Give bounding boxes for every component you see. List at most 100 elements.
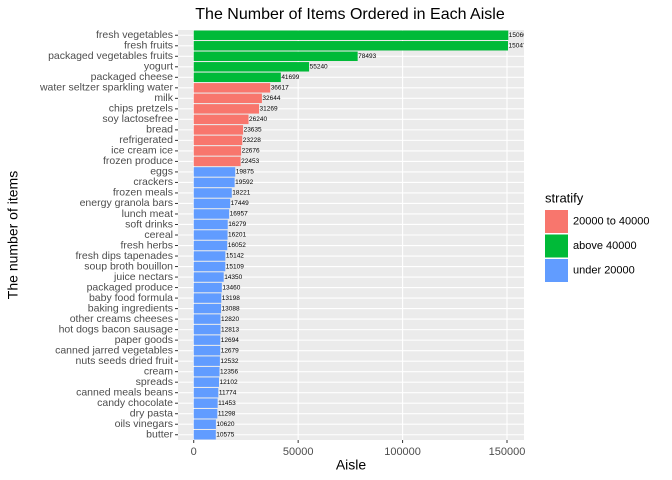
- bar: [193, 177, 235, 188]
- legend: stratify 20000 to 40000 above 40000 under …: [545, 190, 649, 282]
- value-label: 13198: [222, 295, 240, 302]
- y-tick-label: hot dogs bacon sausage: [59, 323, 174, 335]
- bar: [193, 51, 358, 62]
- value-label: 19592: [235, 179, 253, 186]
- y-tick-label: ice cream ice: [111, 145, 173, 157]
- y-tick-label: bread: [146, 124, 173, 136]
- y-tick-label: baking ingredients: [88, 302, 173, 314]
- bar: [193, 219, 228, 230]
- y-tick-label: packaged cheese: [91, 71, 173, 83]
- value-label: 22453: [241, 158, 259, 165]
- bar: [193, 188, 232, 198]
- bar: [193, 282, 222, 293]
- y-tick-label: canned meals beans: [76, 386, 173, 398]
- y-tick-label: fresh dips tapenades: [76, 250, 173, 262]
- y-tick-label: packaged produce: [87, 281, 174, 293]
- bar: [193, 377, 220, 387]
- bar: [193, 251, 226, 261]
- value-label: 41699: [281, 74, 299, 81]
- bar: [193, 345, 221, 356]
- value-label: 11453: [218, 400, 236, 407]
- value-label: 23228: [243, 137, 261, 144]
- y-tick-label: soup broth bouillon: [84, 260, 173, 272]
- value-label: 12532: [220, 358, 238, 365]
- bar: [193, 398, 218, 408]
- bar: [193, 146, 242, 156]
- value-label: 12694: [221, 337, 239, 344]
- legend-key: [545, 210, 568, 233]
- y-tick-label: oils vinegars: [115, 418, 173, 430]
- bar: [193, 114, 249, 125]
- value-label: 12813: [221, 326, 239, 333]
- value-label: 32644: [262, 95, 280, 102]
- bar: [193, 356, 220, 366]
- value-label: 150609: [509, 32, 531, 39]
- bar: [193, 30, 509, 40]
- value-label: 10620: [216, 421, 234, 428]
- chart-title: The Number of Items Ordered in Each Aisl…: [195, 6, 505, 23]
- y-tick-label: cream: [144, 365, 173, 377]
- value-label: 17449: [231, 200, 249, 207]
- y-axis-label: The number of items: [5, 171, 21, 299]
- bar: [193, 408, 218, 419]
- y-tick-label: fresh herbs: [120, 239, 173, 251]
- y-tick-label: spreads: [136, 376, 173, 388]
- legend-key: [545, 234, 568, 258]
- legend-label: above 40000: [573, 240, 637, 252]
- y-tick-label: fresh vegetables: [96, 29, 173, 41]
- bar: [193, 366, 220, 377]
- value-label: 26240: [249, 116, 267, 123]
- value-label: 13460: [222, 284, 240, 291]
- x-tick-label: 150000: [489, 446, 526, 458]
- value-label: 10575: [216, 431, 234, 438]
- value-label: 36617: [271, 85, 289, 92]
- value-label: 11298: [218, 410, 236, 417]
- y-tick-label: crackers: [133, 176, 173, 188]
- bar: [193, 387, 219, 398]
- value-label: 22676: [242, 148, 260, 155]
- bar: [193, 272, 224, 282]
- value-label: 12820: [221, 316, 239, 323]
- bar: [193, 125, 244, 135]
- bar: [193, 314, 221, 324]
- value-label: 18221: [232, 190, 250, 197]
- value-label: 150473: [508, 42, 530, 49]
- y-tick-label: packaged vegetables fruits: [48, 50, 173, 62]
- y-tick-label: chips pretzels: [109, 103, 173, 115]
- y-tick-label: dry pasta: [130, 407, 173, 419]
- value-label: 12356: [220, 368, 238, 375]
- y-tick-label: yogurt: [144, 61, 173, 73]
- bar: [193, 230, 228, 240]
- value-label: 55240: [310, 64, 328, 71]
- value-label: 23635: [244, 127, 262, 134]
- bar: [193, 62, 310, 72]
- y-tick-label: fresh fruits: [124, 40, 173, 52]
- y-tick-label: other creams cheeses: [70, 313, 173, 325]
- value-label: 15142: [226, 253, 244, 260]
- value-label: 11774: [219, 389, 237, 396]
- legend-key: [545, 259, 568, 282]
- value-label: 19875: [236, 169, 254, 176]
- y-tick-label: water seltzer sparkling water: [39, 82, 174, 94]
- bar: [193, 156, 241, 167]
- bar: [193, 324, 221, 335]
- bar: [193, 293, 222, 303]
- bar: [193, 419, 216, 429]
- value-label: 16279: [228, 221, 246, 228]
- y-tick-label: soy lactosefree: [102, 113, 173, 125]
- y-tick-label: frozen produce: [103, 155, 173, 167]
- y-tick-label: nuts seeds dried fruit: [76, 355, 174, 367]
- legend-label: 20000 to 40000: [573, 215, 649, 227]
- y-tick-label: baby food formula: [89, 292, 173, 304]
- y-tick-label: juice nectars: [113, 271, 173, 283]
- y-tick-label: butter: [146, 429, 173, 441]
- bar: [193, 41, 508, 51]
- y-tick-label: eggs: [150, 166, 173, 178]
- bar: [193, 261, 226, 272]
- bar: [193, 240, 228, 251]
- y-tick-label: candy chocolate: [97, 397, 173, 409]
- bar: [193, 72, 281, 83]
- y-tick-label: refrigerated: [119, 134, 173, 146]
- value-label: 14350: [224, 274, 242, 281]
